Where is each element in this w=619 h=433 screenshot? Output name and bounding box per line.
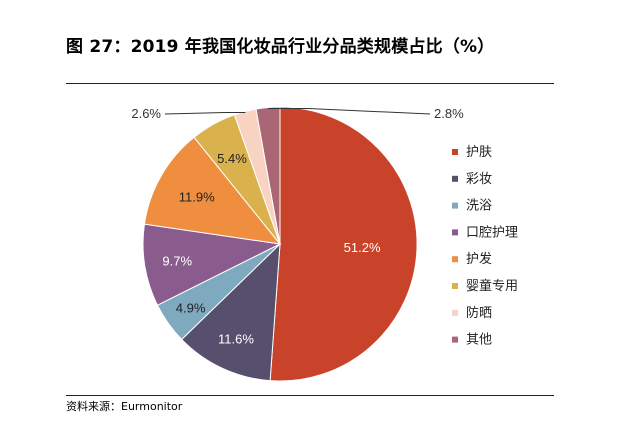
legend-label-4: 口腔护理 (466, 225, 518, 240)
legend-swatch-7 (452, 309, 458, 316)
top-divider (66, 83, 554, 84)
pie-slice-1 (269, 106, 418, 382)
legend-label-2: 彩妆 (466, 172, 492, 187)
legend-swatch-6 (452, 283, 458, 289)
leader-line-7 (164, 112, 246, 115)
data-label-7: 2.6% (131, 106, 161, 121)
data-label-3: 4.9% (176, 300, 206, 315)
pie-slice-5 (143, 136, 282, 245)
legend-swatch-5 (452, 256, 458, 263)
legend-label-5: 护发 (466, 251, 492, 267)
legend-swatch-3 (452, 202, 458, 209)
data-label-1: 51.2% (344, 240, 381, 255)
data-label-8: 2.8% (434, 106, 464, 121)
legend-label-1: 护肤 (466, 145, 492, 160)
data-labels: 51.2% 11.6% 4.9% 9.7% 11.9% 5.4% 2.6% 2.8% (131, 106, 464, 346)
legend-label-6: 婴童专用 (466, 278, 518, 294)
legend-label-3: 洗浴 (466, 199, 492, 214)
leader-line-8 (268, 108, 431, 115)
legend-label-7: 防晒 (466, 305, 492, 321)
data-label-4: 9.7% (162, 253, 192, 268)
pie-slice-2 (180, 242, 281, 382)
leader-lines (164, 108, 431, 115)
legend-swatch-8 (452, 336, 458, 343)
legend-swatch-4 (452, 229, 458, 236)
pie-slice-8 (255, 106, 281, 245)
source-note: 资料来源：Eurmonitor (66, 400, 183, 413)
chart-title: 图 27：2019 年我国化妆品行业分品类规模占比（%） (66, 37, 495, 57)
data-label-2: 11.6% (218, 331, 254, 346)
legend-label-8: 其他 (466, 333, 492, 348)
data-label-5: 11.9% (179, 189, 215, 204)
pie-slice-4 (142, 223, 282, 306)
data-label-6: 5.4% (217, 151, 247, 166)
bottom-divider (66, 395, 554, 396)
legend-swatch-2 (452, 175, 458, 182)
legend-swatch-1 (452, 149, 458, 155)
pie-slices (142, 106, 418, 382)
